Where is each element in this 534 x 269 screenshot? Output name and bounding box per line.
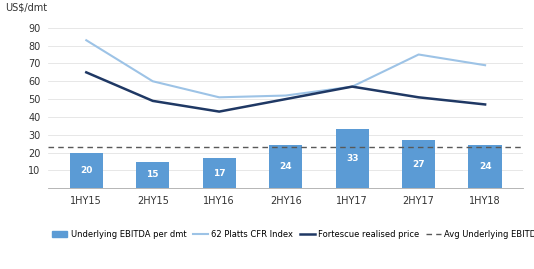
Bar: [136, 162, 169, 188]
Legend: Underlying EBITDA per dmt, 62 Platts CFR Index, Fortescue realised price, Avg Un: Underlying EBITDA per dmt, 62 Platts CFR…: [52, 230, 534, 239]
Bar: [335, 129, 369, 188]
Text: 24: 24: [279, 162, 292, 171]
Text: 20: 20: [80, 166, 92, 175]
Bar: [69, 153, 103, 188]
Text: 27: 27: [412, 160, 425, 169]
Text: 24: 24: [479, 162, 491, 171]
Text: 33: 33: [346, 154, 358, 163]
Text: US$/dmt: US$/dmt: [5, 2, 48, 12]
Bar: [468, 146, 502, 188]
Text: 15: 15: [146, 171, 159, 179]
Bar: [269, 146, 302, 188]
Bar: [202, 158, 236, 188]
Bar: [402, 140, 435, 188]
Text: 17: 17: [213, 169, 225, 178]
